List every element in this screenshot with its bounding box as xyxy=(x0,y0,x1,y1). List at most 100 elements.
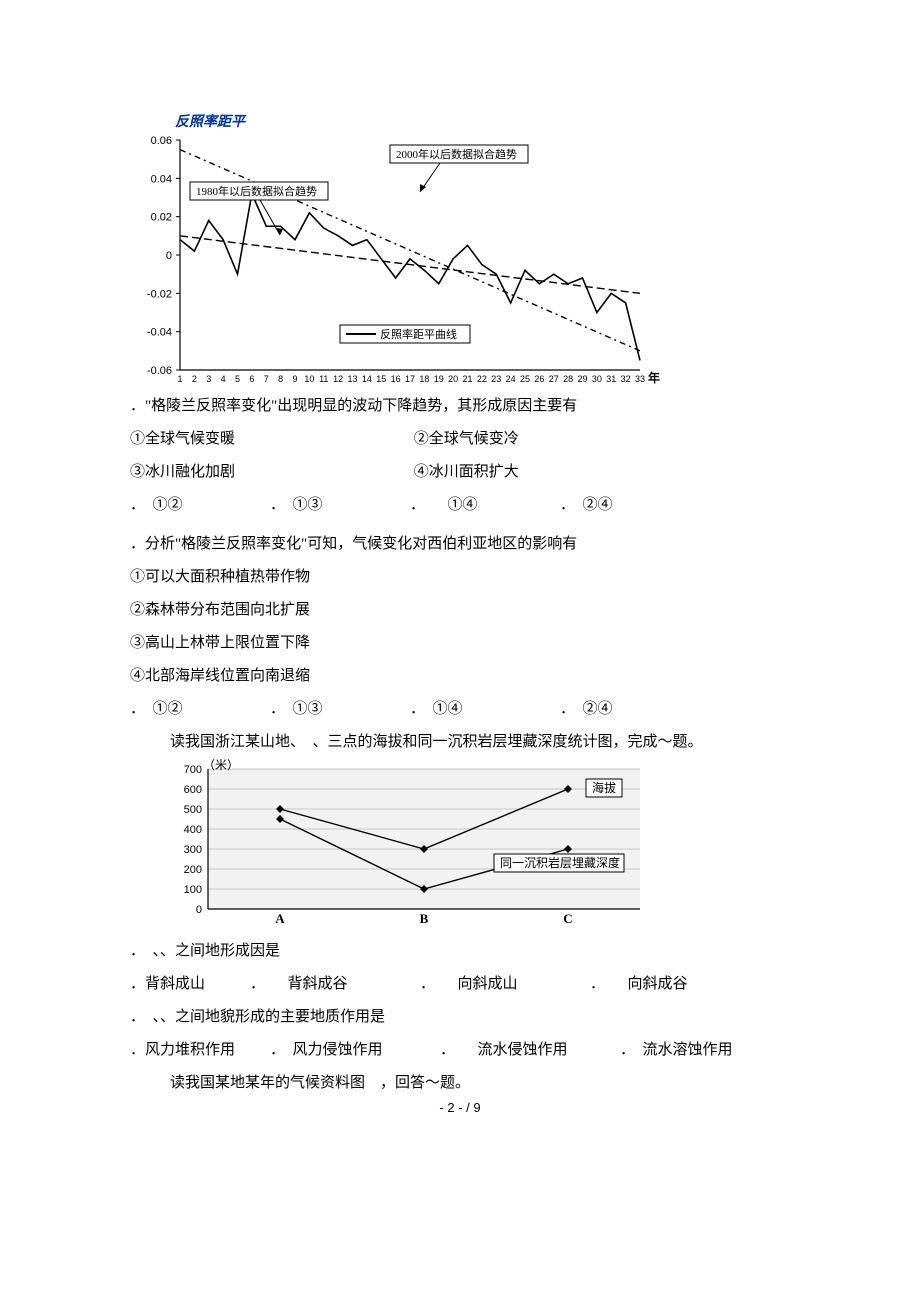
svg-text:24: 24 xyxy=(506,374,516,384)
intro-chart3: 读我国某地某年的气候资料图 ，回答～题。 xyxy=(170,1067,790,1100)
svg-text:33: 33 xyxy=(635,374,645,384)
svg-text:0.04: 0.04 xyxy=(151,173,172,185)
q6-choices: ．风力堆积作用 ． 风力侵蚀作用 ． 流水侵蚀作用 ． 流水溶蚀作用 xyxy=(130,1034,790,1067)
svg-text:0: 0 xyxy=(166,250,172,262)
q4-choice-d: ． ②④ xyxy=(560,693,700,726)
svg-text:100: 100 xyxy=(184,884,202,896)
q4-opt1: ①可以大面积种植热带作物 xyxy=(130,561,790,594)
q5-choice-b: ． 背斜成谷 xyxy=(250,968,420,1001)
svg-text:29: 29 xyxy=(577,374,587,384)
svg-text:700: 700 xyxy=(184,764,202,776)
svg-text:19: 19 xyxy=(434,374,444,384)
svg-text:反照率距平曲线: 反照率距平曲线 xyxy=(380,327,457,341)
svg-text:23: 23 xyxy=(491,374,501,384)
q3-choice-b: ． ①③ xyxy=(270,489,410,522)
svg-text:31: 31 xyxy=(606,374,616,384)
q4-choices: ． ①② ． ①③ ． ①④ ． ②④ xyxy=(130,693,790,726)
q3-choice-a: ． ①② xyxy=(130,489,270,522)
svg-text:10: 10 xyxy=(304,374,314,384)
q3-choice-d: ． ②④ xyxy=(560,489,700,522)
q3-row1: ①全球气候变暖 ②全球气候变冷 xyxy=(130,423,790,456)
svg-text:14: 14 xyxy=(362,374,372,384)
q4-opt4: ④北部海岸线位置向南退缩 xyxy=(130,660,790,693)
svg-text:500: 500 xyxy=(184,804,202,816)
svg-text:20: 20 xyxy=(448,374,458,384)
q5-choice-d: ． 向斜成谷 xyxy=(590,968,730,1001)
svg-text:2: 2 xyxy=(192,374,197,384)
chart1-svg: 反照率距平0.060.040.020-0.02-0.04-0.061234567… xyxy=(130,110,660,390)
q3-choice-c: ． ①④ xyxy=(410,489,560,522)
svg-text:26: 26 xyxy=(534,374,544,384)
chart2-svg: 700 600 500 400 300 200 100 0 （米） A B C 海拔同一沉积岩层埋藏深度 xyxy=(160,759,650,929)
svg-text:3: 3 xyxy=(206,374,211,384)
svg-text:300: 300 xyxy=(184,844,202,856)
svg-text:30: 30 xyxy=(592,374,602,384)
q3-choices: ． ①② ． ①③ ． ①④ ． ②④ xyxy=(130,489,790,522)
svg-text:0.02: 0.02 xyxy=(151,212,172,224)
svg-text:-0.02: -0.02 xyxy=(147,288,172,300)
q5-choice-c: ． 向斜成山 xyxy=(420,968,590,1001)
svg-text:年: 年 xyxy=(648,370,660,385)
svg-text:28: 28 xyxy=(563,374,573,384)
svg-text:17: 17 xyxy=(405,374,415,384)
albedo-anomaly-chart: 反照率距平0.060.040.020-0.02-0.04-0.061234567… xyxy=(130,110,660,390)
svg-text:-0.06: -0.06 xyxy=(147,365,172,377)
svg-text:25: 25 xyxy=(520,374,530,384)
q4-opt3: ③高山上林带上限位置下降 xyxy=(130,627,790,660)
q5-stem: ． 、、之间地形成因是 xyxy=(130,935,790,968)
svg-text:-0.04: -0.04 xyxy=(147,327,172,339)
q3-row2: ③冰川融化加剧 ④冰川面积扩大 xyxy=(130,456,790,489)
q6-choice-a: ．风力堆积作用 xyxy=(130,1034,270,1067)
svg-text:27: 27 xyxy=(549,374,559,384)
q6-choice-d: ． 流水溶蚀作用 xyxy=(620,1034,760,1067)
svg-text:0.06: 0.06 xyxy=(151,135,172,147)
svg-text:C: C xyxy=(563,911,572,926)
q5-choice-a: ．背斜成山 xyxy=(130,968,250,1001)
q3-opt3: ③冰川融化加剧 xyxy=(130,456,410,489)
elevation-depth-chart: 700 600 500 400 300 200 100 0 （米） A B C 海拔同一沉积岩层埋藏深度 xyxy=(160,759,650,929)
svg-text:12: 12 xyxy=(333,374,343,384)
q4-choice-b: ． ①③ xyxy=(270,693,410,726)
svg-text:1: 1 xyxy=(177,374,182,384)
svg-text:6: 6 xyxy=(249,374,254,384)
svg-text:同一沉积岩层埋藏深度: 同一沉积岩层埋藏深度 xyxy=(500,855,620,870)
svg-text:海拔: 海拔 xyxy=(592,780,616,795)
q5-choices: ．背斜成山 ． 背斜成谷 ． 向斜成山 ． 向斜成谷 xyxy=(130,968,790,1001)
q3-opt2: ②全球气候变冷 xyxy=(414,431,519,447)
svg-text:200: 200 xyxy=(184,864,202,876)
svg-text:32: 32 xyxy=(621,374,631,384)
svg-text:13: 13 xyxy=(347,374,357,384)
svg-text:5: 5 xyxy=(235,374,240,384)
svg-text:22: 22 xyxy=(477,374,487,384)
svg-text:400: 400 xyxy=(184,824,202,836)
q4-opt2: ②森林带分布范围向北扩展 xyxy=(130,594,790,627)
svg-text:8: 8 xyxy=(278,374,283,384)
q3-opt4: ④冰川面积扩大 xyxy=(414,464,519,480)
q3-stem: ．"格陵兰反照率变化"出现明显的波动下降趋势，其形成原因主要有 xyxy=(130,390,790,423)
svg-text:15: 15 xyxy=(376,374,386,384)
svg-text:600: 600 xyxy=(184,784,202,796)
intro-chart2: 读我国浙江某山地、 、三点的海拔和同一沉积岩层埋藏深度统计图，完成～题。 xyxy=(170,726,790,759)
q6-stem: ． 、、之间地貌形成的主要地质作用是 xyxy=(130,1001,790,1034)
svg-text:4: 4 xyxy=(221,374,226,384)
q4-choice-a: ． ①② xyxy=(130,693,270,726)
svg-text:1980年以后数据拟合趋势: 1980年以后数据拟合趋势 xyxy=(196,184,317,198)
q6-choice-c: ． 流水侵蚀作用 xyxy=(440,1034,620,1067)
svg-text:21: 21 xyxy=(462,374,472,384)
svg-text:0: 0 xyxy=(196,904,202,916)
svg-text:9: 9 xyxy=(292,374,297,384)
q4-choice-c: ． ①④ xyxy=(410,693,560,726)
page-footer: - 2 - / 9 xyxy=(0,1100,920,1115)
svg-text:16: 16 xyxy=(391,374,401,384)
svg-text:2000年以后数据拟合趋势: 2000年以后数据拟合趋势 xyxy=(396,147,517,161)
document-page: 反照率距平0.060.040.020-0.02-0.04-0.061234567… xyxy=(0,0,920,1140)
svg-text:A: A xyxy=(275,911,285,926)
svg-text:7: 7 xyxy=(264,374,269,384)
svg-text:B: B xyxy=(420,911,429,926)
svg-text:反照率距平: 反照率距平 xyxy=(175,113,247,130)
q6-choice-b: ． 风力侵蚀作用 xyxy=(270,1034,440,1067)
q4-stem: ．分析"格陵兰反照率变化"可知，气候变化对西伯利亚地区的影响有 xyxy=(130,528,790,561)
svg-text:（米）: （米） xyxy=(203,759,239,772)
svg-text:18: 18 xyxy=(419,374,429,384)
q3-opt1: ①全球气候变暖 xyxy=(130,423,410,456)
